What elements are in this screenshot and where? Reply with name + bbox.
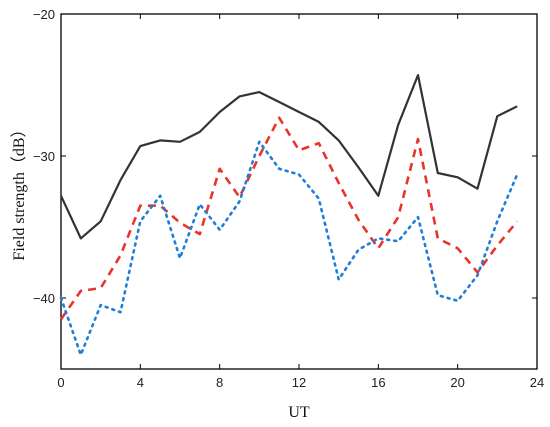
x-tick-label: 8	[216, 375, 223, 390]
series-line-solid	[60, 74, 518, 240]
y-tick-label: −40	[33, 291, 55, 306]
plot-frame	[60, 13, 538, 370]
series-layer	[59, 74, 519, 357]
y-tick-label: −20	[33, 7, 55, 22]
series-line-dashed	[59, 116, 519, 321]
x-tick-label: 24	[530, 375, 544, 390]
x-tick-label: 20	[450, 375, 464, 390]
tick-labels: 0 4 8 12 16 20 24 −20 −30 −40	[33, 7, 544, 390]
x-tick-label: 4	[137, 375, 144, 390]
x-tick-label: 0	[57, 375, 64, 390]
x-tick-label: 16	[371, 375, 385, 390]
series-line-dotted	[59, 140, 519, 357]
x-axis-label: UT	[288, 404, 310, 421]
y-tick-label: −30	[33, 149, 55, 164]
x-tick-label: 12	[292, 375, 306, 390]
y-axis-label: Field strength（dB）	[10, 121, 28, 260]
axis-ticks	[60, 13, 538, 369]
